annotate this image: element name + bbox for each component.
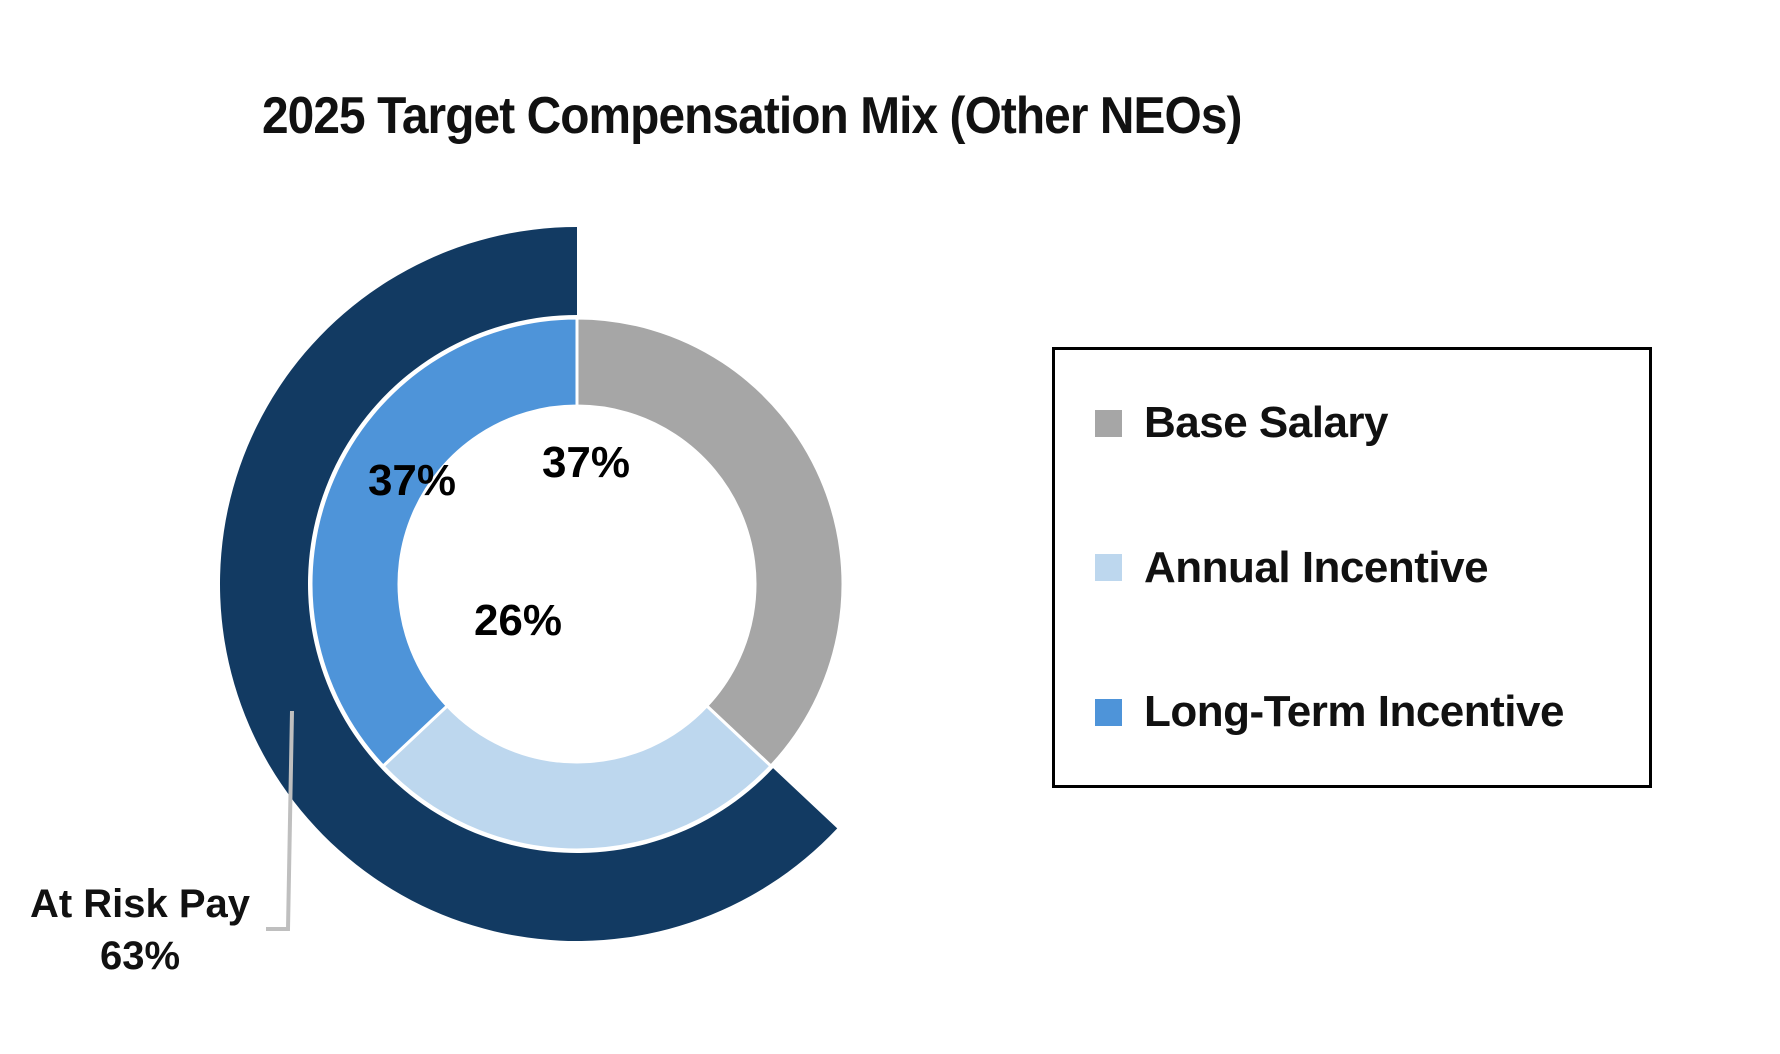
legend-item-long-term-incentive: Long-Term Incentive bbox=[1095, 683, 1639, 741]
legend-label-base-salary: Base Salary bbox=[1144, 398, 1389, 447]
segment-label-long-term-incentive: 37% bbox=[367, 456, 457, 505]
legend: Base Salary Annual Incentive Long-Term I… bbox=[1052, 347, 1652, 788]
legend-item-base-salary: Base Salary bbox=[1095, 394, 1639, 452]
at-risk-pay-value: 63% bbox=[99, 934, 181, 978]
legend-swatch-long-term-incentive bbox=[1095, 698, 1122, 726]
segment-label-annual-incentive: 26% bbox=[473, 596, 563, 645]
at-risk-pay-callout: At Risk Pay 63% bbox=[15, 878, 265, 982]
at-risk-pay-label: At Risk Pay bbox=[29, 882, 251, 926]
segment-long-term-incentive bbox=[309, 316, 579, 769]
chart-title: 2025 Target Compensation Mix (Other NEOs… bbox=[262, 87, 1242, 145]
legend-swatch-annual-incentive bbox=[1095, 554, 1122, 581]
segment-label-base-salary: 37% bbox=[541, 438, 631, 487]
legend-swatch-base-salary bbox=[1095, 409, 1122, 437]
segment-annual-incentive bbox=[380, 703, 774, 852]
legend-label-long-term-incentive: Long-Term Incentive bbox=[1144, 687, 1564, 736]
segment-base-salary bbox=[575, 316, 845, 769]
legend-item-annual-incentive: Annual Incentive bbox=[1095, 539, 1639, 597]
legend-label-annual-incentive: Annual Incentive bbox=[1144, 542, 1489, 592]
at-risk-leader-line bbox=[266, 710, 294, 931]
at-risk-ring-segment bbox=[220, 227, 838, 941]
